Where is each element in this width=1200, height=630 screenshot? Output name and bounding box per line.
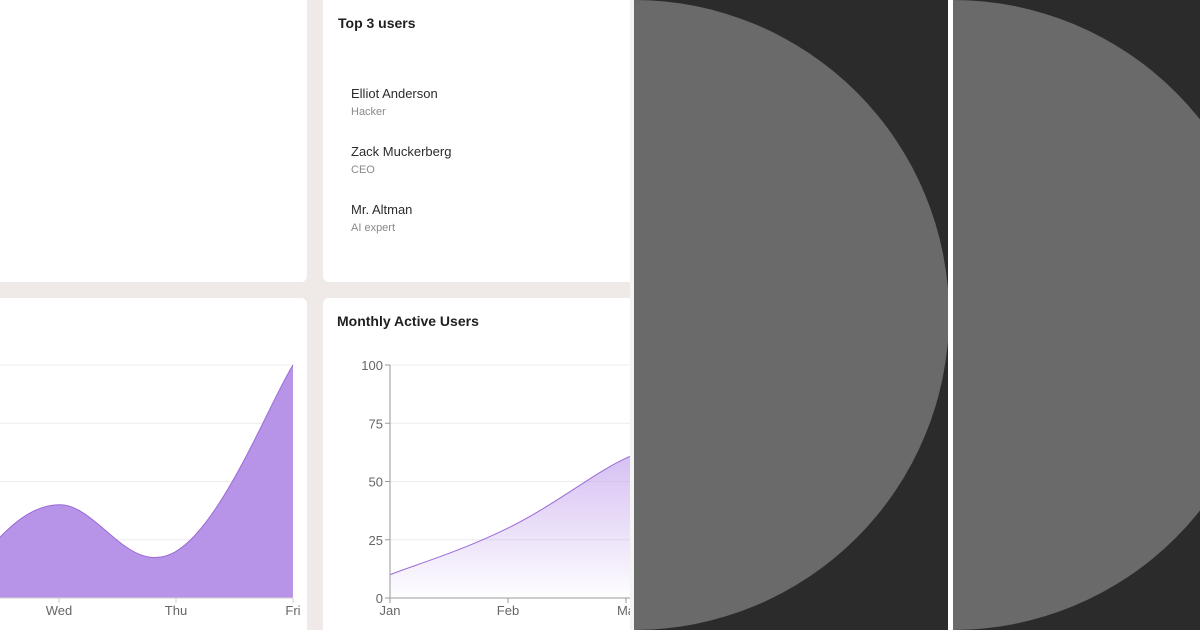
divider — [630, 0, 634, 630]
monthly-active-users-card: Monthly Active Users 0 25 50 75 100 Jan Feb Ma — [323, 298, 630, 630]
x-tick-label: Ma — [617, 603, 630, 618]
user-name: Mr. Altman — [351, 202, 413, 217]
x-tick-label: Fri — [285, 603, 300, 618]
circle-panel — [953, 0, 1200, 630]
divider — [948, 0, 953, 630]
top-users-card: Top 3 users Elliot Anderson Hacker Zack … — [323, 0, 630, 282]
user-list: Elliot Anderson Hacker Zack Muckerberg C… — [351, 86, 451, 260]
user-item[interactable]: Mr. Altman AI expert — [351, 202, 451, 260]
y-tick-label: 75 — [369, 416, 383, 431]
x-tick-label: Feb — [497, 603, 519, 618]
x-tick-label: Thu — [165, 603, 187, 618]
half-circle-shape — [634, 0, 948, 630]
area-fill — [390, 456, 630, 598]
x-tick-label: Jan — [380, 603, 401, 618]
user-role: Hacker — [351, 106, 386, 118]
top-users-title: Top 3 users — [338, 15, 416, 31]
user-item[interactable]: Zack Muckerberg CEO — [351, 144, 451, 202]
y-tick-label: 50 — [369, 475, 383, 490]
user-role: CEO — [351, 164, 375, 176]
y-tick-label: 25 — [369, 533, 383, 548]
mau-area-chart: 0 25 50 75 100 Jan Feb Ma — [361, 358, 630, 618]
y-tick-label: 100 — [361, 358, 383, 373]
user-name: Elliot Anderson — [351, 86, 438, 101]
user-item[interactable]: Elliot Anderson Hacker — [351, 86, 451, 144]
weekly-chart-card: Wed Thu Fri — [0, 298, 307, 630]
user-name: Zack Muckerberg — [351, 144, 452, 159]
half-circle-shape — [953, 0, 1200, 630]
circle-panel — [634, 0, 948, 630]
weekly-area-chart: Wed Thu Fri — [0, 364, 301, 618]
left-top-card — [0, 0, 307, 282]
dashboard: Top 3 users Elliot Anderson Hacker Zack … — [0, 0, 630, 630]
user-role: AI expert — [351, 222, 396, 234]
x-tick-label: Wed — [46, 603, 73, 618]
area-fill — [0, 365, 293, 598]
series-line — [0, 364, 294, 559]
mau-chart-title: Monthly Active Users — [337, 313, 479, 329]
y-tick-label: 0 — [376, 591, 383, 606]
series-line — [389, 456, 630, 576]
